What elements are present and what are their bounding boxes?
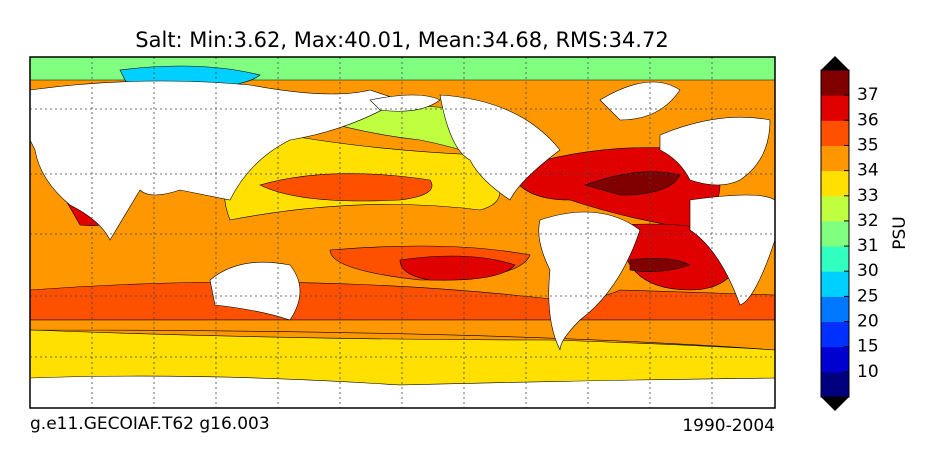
colorbar-segment xyxy=(821,271,849,297)
colorbar-segment xyxy=(821,95,849,121)
colorbar-tick-label: 33 xyxy=(857,186,879,206)
colorbar-tick-label: 30 xyxy=(857,261,879,281)
colorbar-label: PSU xyxy=(890,216,910,250)
colorbar-tick-label: 31 xyxy=(857,236,879,256)
colorbar-segment xyxy=(821,220,849,247)
colorbar-tick-label: 10 xyxy=(857,362,879,382)
colorbar-tick-label: 20 xyxy=(857,312,879,332)
colorbar-tick-label: 25 xyxy=(857,286,879,306)
footer-right: 1990-2004 xyxy=(682,416,775,436)
colorbar-tick-label: 32 xyxy=(857,211,879,231)
footer-left: g.e11.GECOIAF.T62 g16.003 xyxy=(30,414,270,434)
title: Salt: Min:3.62, Max:40.01, Mean:34.68, R… xyxy=(135,28,668,52)
colorbar-tick-label: 37 xyxy=(857,85,879,105)
colorbar-segment xyxy=(821,145,849,172)
colorbar-tick-label: 34 xyxy=(857,161,879,181)
colorbar-segment xyxy=(821,170,849,197)
colorbar-frame xyxy=(820,69,850,398)
colorbar-segment xyxy=(821,246,849,272)
colorbar-tick-label: 35 xyxy=(857,135,879,155)
colorbar-segment xyxy=(821,120,849,146)
map xyxy=(29,56,776,409)
colorbar-segment xyxy=(821,371,849,398)
colorbar-tick-label: 15 xyxy=(857,337,879,357)
colorbar-segment xyxy=(821,321,849,348)
colorbar-segment xyxy=(821,346,849,373)
colorbar-tick-label: 36 xyxy=(857,110,879,130)
colorbar-segment xyxy=(821,195,849,222)
colorbar-extend-top xyxy=(821,56,849,70)
colorbar-extend-bottom xyxy=(821,397,849,411)
colorbar-segment xyxy=(821,70,849,96)
colorbar-segment xyxy=(821,296,849,323)
